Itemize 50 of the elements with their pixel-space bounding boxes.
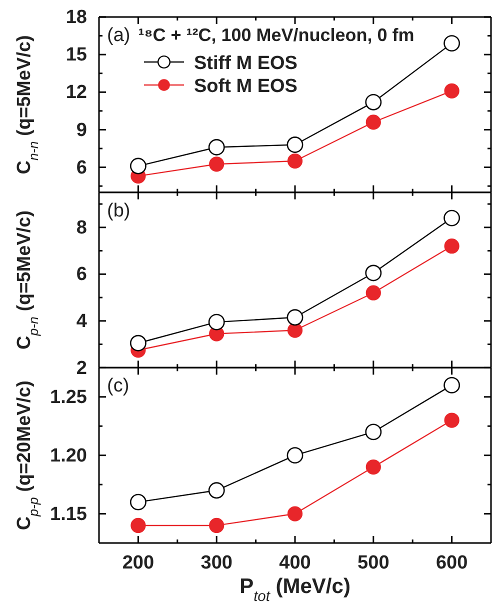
point xyxy=(286,136,304,153)
annotation: (b) xyxy=(107,200,130,222)
point xyxy=(366,459,381,475)
legend-label: Soft M EOS xyxy=(194,76,298,97)
y-tick-label: 1.15 xyxy=(50,504,88,525)
x-axis-title: P$_{tot}$ (MeV/c) xyxy=(240,575,350,605)
y-tick-label: 1.25 xyxy=(50,386,88,408)
point xyxy=(286,447,304,464)
legend-label: Stiff M EOS xyxy=(194,53,298,74)
point xyxy=(365,424,382,440)
x-tick-label: 300 xyxy=(200,552,232,574)
point xyxy=(130,518,146,534)
point xyxy=(365,94,382,110)
y-tick-label: 2 xyxy=(76,358,87,379)
y-tick-label: 1.20 xyxy=(50,445,87,466)
y-tick-label: 8 xyxy=(76,217,87,238)
annotation: (c) xyxy=(107,376,130,397)
y-tick-label: 9 xyxy=(76,120,87,141)
y-tick-label: 6 xyxy=(76,157,87,178)
point xyxy=(208,314,225,330)
point xyxy=(208,482,225,499)
point xyxy=(286,309,304,326)
y-tick-label: 4 xyxy=(76,310,88,332)
point xyxy=(366,285,381,300)
point xyxy=(444,238,460,254)
y-tick-label: 15 xyxy=(66,44,88,66)
y-tick-label: 6 xyxy=(76,264,87,286)
point xyxy=(130,158,146,174)
point xyxy=(444,412,460,428)
point xyxy=(444,83,460,98)
point xyxy=(287,506,303,522)
point xyxy=(287,153,303,169)
annotation: (a) xyxy=(107,25,130,46)
y-tick-label: 12 xyxy=(66,82,87,104)
x-tick-label: 400 xyxy=(279,552,311,574)
annotation: ¹⁸C + ¹²C, 100 MeV/nucleon, 0 fm xyxy=(138,25,414,45)
point xyxy=(444,210,460,226)
point xyxy=(130,494,146,510)
x-tick-label: 500 xyxy=(358,552,390,574)
y-tick-label: 18 xyxy=(66,7,87,28)
point xyxy=(366,114,381,130)
point xyxy=(209,518,224,534)
x-tick-label: 600 xyxy=(436,552,468,574)
point xyxy=(444,376,460,394)
point xyxy=(130,334,146,352)
point xyxy=(444,35,460,52)
point xyxy=(209,156,224,172)
point xyxy=(365,264,382,282)
x-tick-label: 200 xyxy=(122,552,154,574)
point xyxy=(208,139,225,156)
